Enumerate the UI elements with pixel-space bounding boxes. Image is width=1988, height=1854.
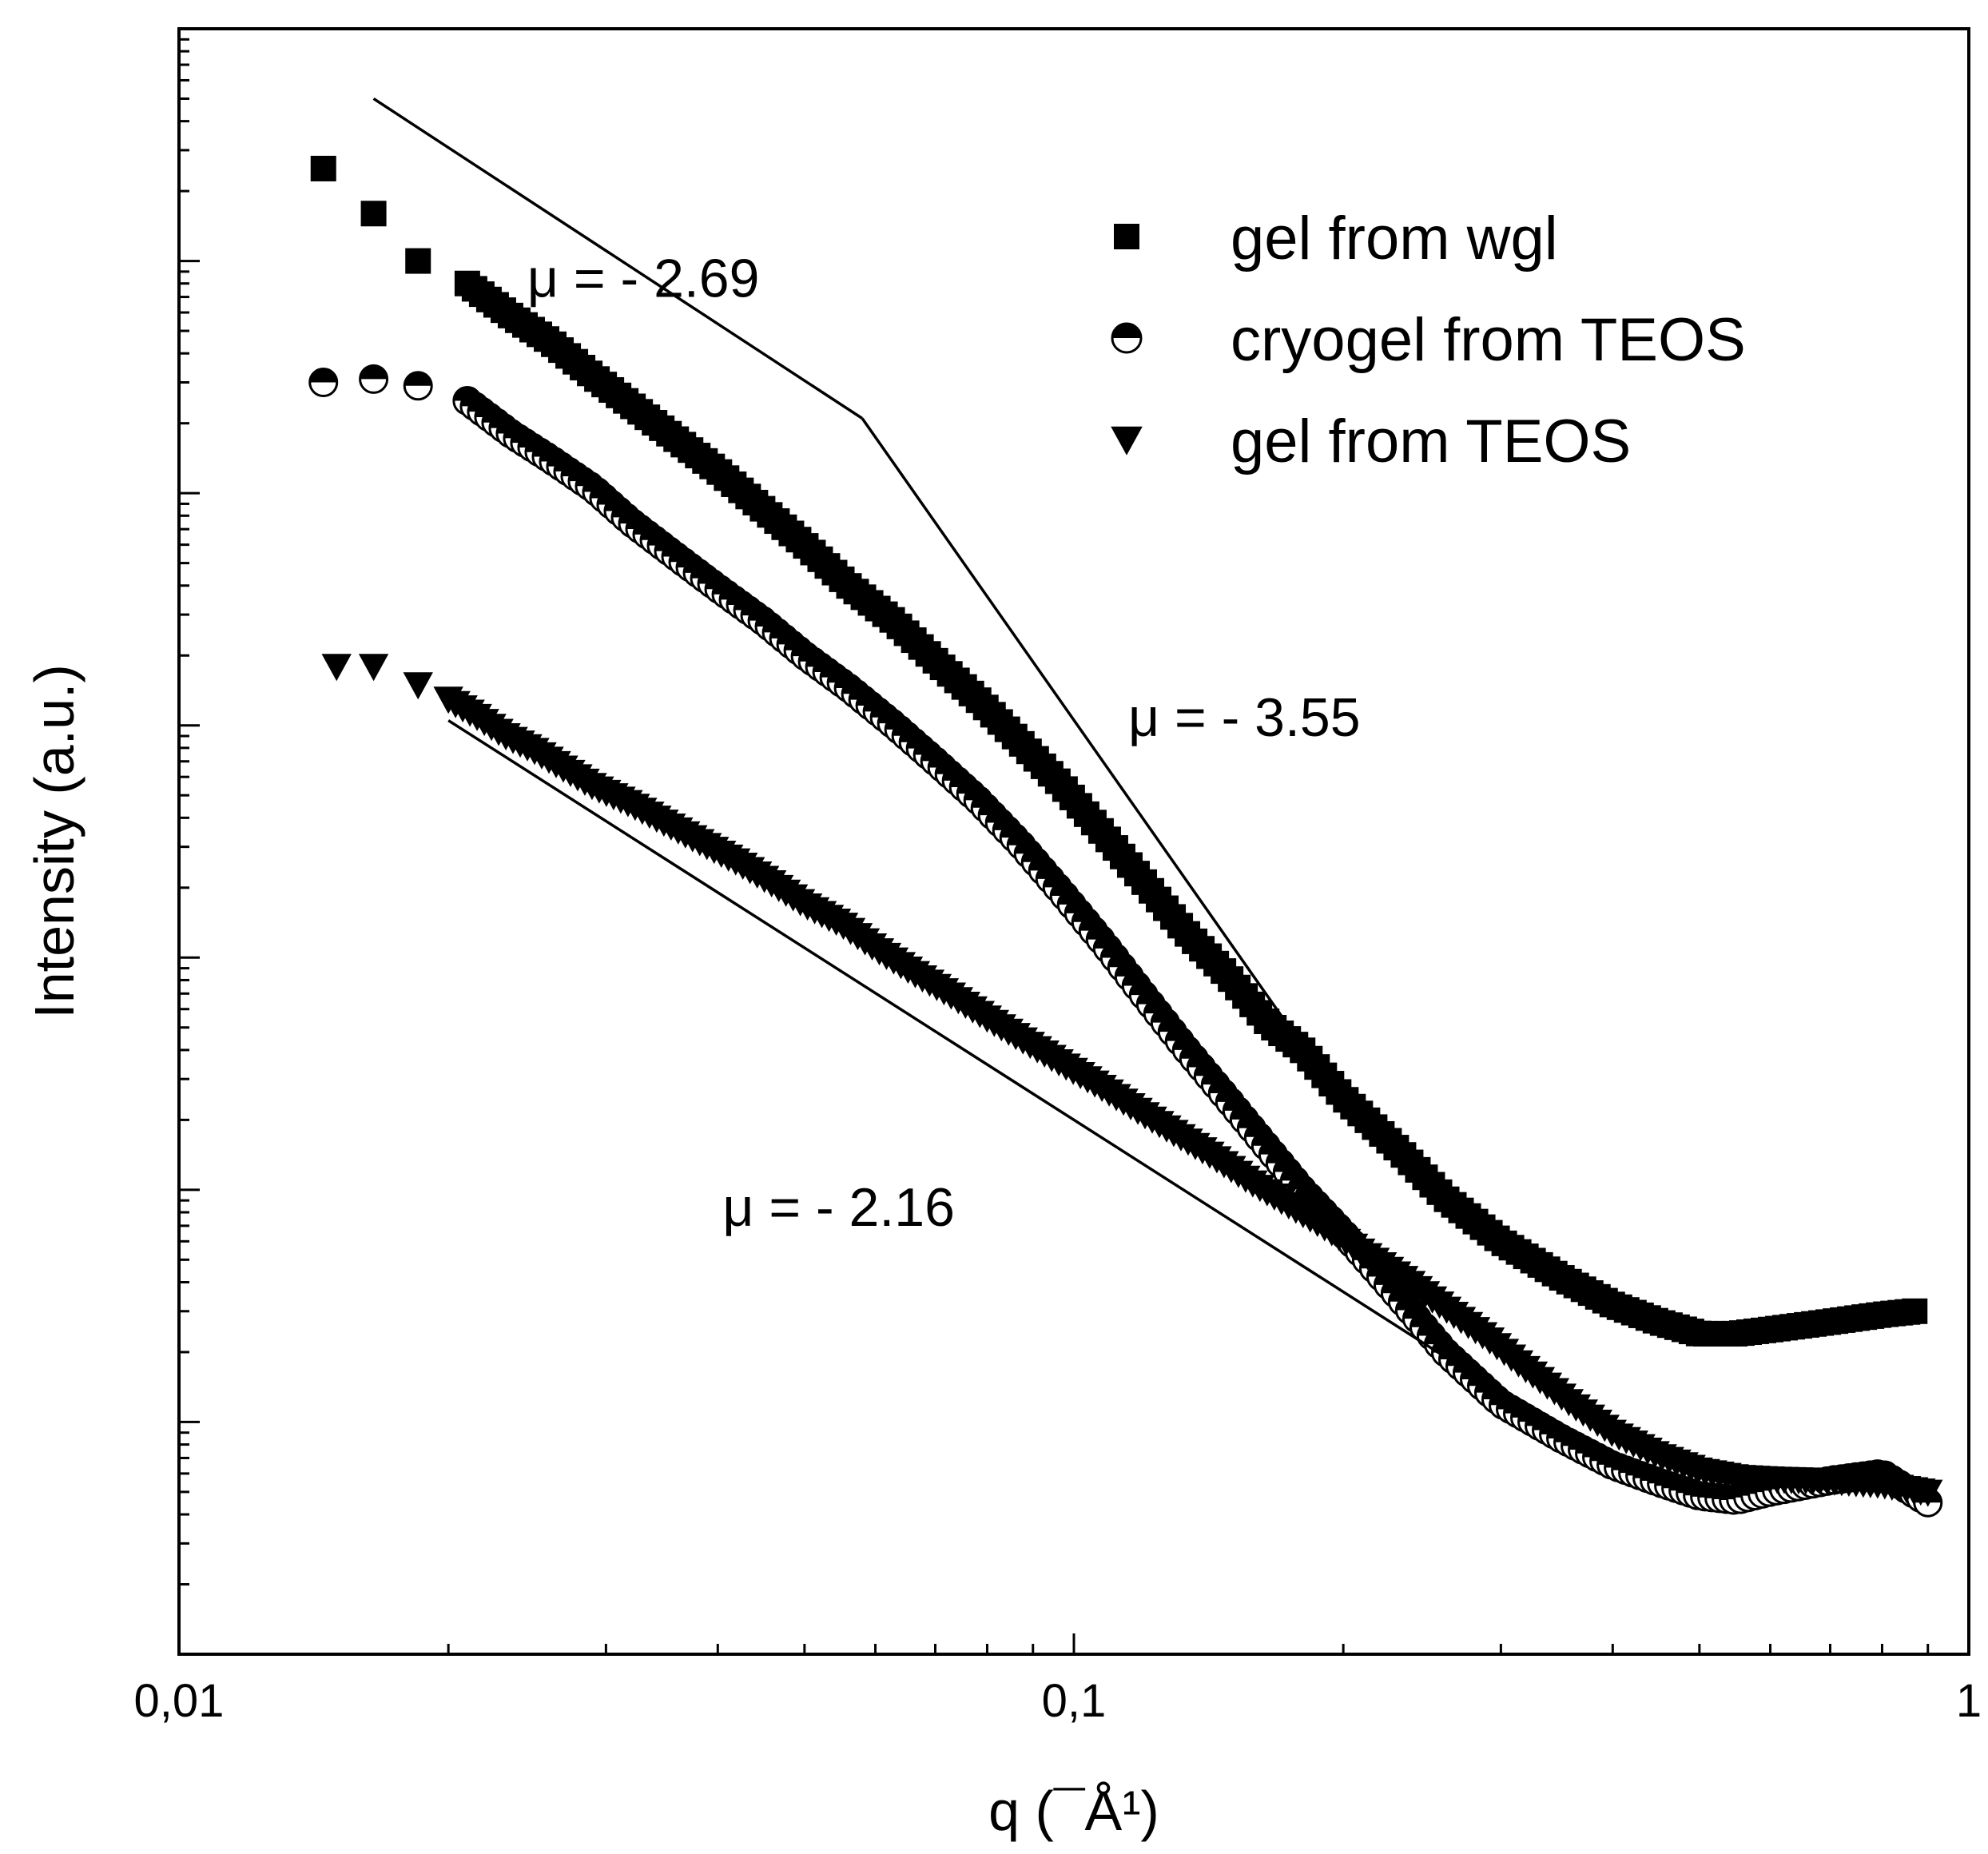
data-point xyxy=(1114,224,1139,249)
legend-label: cryogel from TEOS xyxy=(1231,306,1746,374)
legend-marker xyxy=(1111,322,1143,354)
x-axis-label: q (¯Å¹) xyxy=(988,1780,1159,1842)
fit-2.16-line xyxy=(447,719,1614,1466)
legend-entry-2: cryogel from TEOS xyxy=(1111,306,1746,374)
legend: gel from wgl cryogel from TEOS gel from TE… xyxy=(1111,205,1746,475)
mu-label-3: μ = - 2.16 xyxy=(722,1177,955,1238)
fit-2.69-line xyxy=(372,97,863,420)
x-tick-label: 1 xyxy=(1956,1675,1982,1727)
data-point xyxy=(1111,322,1143,354)
data-point xyxy=(403,371,433,401)
data-point xyxy=(359,364,389,394)
data-series xyxy=(308,155,1943,1518)
x-tick-label: 0,01 xyxy=(134,1675,225,1727)
y-axis-label: Intensity (a.u.) xyxy=(23,664,85,1019)
data-point xyxy=(358,654,389,682)
data-point xyxy=(405,248,431,274)
data-point xyxy=(1913,1479,1943,1507)
mu-label-1: μ = - 2.69 xyxy=(527,249,760,309)
plot-frame xyxy=(177,27,1970,1656)
data-point xyxy=(403,672,433,700)
fit-lines xyxy=(372,97,1614,1466)
legend-entry-1: gel from wgl xyxy=(1114,205,1558,273)
data-point xyxy=(1111,426,1143,456)
axis-ticks xyxy=(177,38,1970,1656)
x-tick-label: 0,1 xyxy=(1042,1675,1107,1727)
legend-label: gel from TEOS xyxy=(1231,408,1631,475)
data-point xyxy=(308,368,339,398)
data-point xyxy=(1902,1298,1928,1324)
legend-marker xyxy=(1114,224,1139,249)
mu-label-2: μ = - 3.55 xyxy=(1128,687,1361,748)
legend-entry-3: gel from TEOS xyxy=(1111,408,1631,475)
data-point xyxy=(310,155,336,181)
series-3 xyxy=(321,654,1943,1507)
data-point xyxy=(360,201,387,227)
fit-3.55-line xyxy=(861,417,1325,1077)
legend-marker xyxy=(1111,426,1143,456)
slope-annotations: μ = - 2.69 μ = - 3.55 μ = - 2.16 xyxy=(527,249,1361,1238)
legend-label: gel from wgl xyxy=(1231,205,1558,273)
data-point xyxy=(321,654,352,682)
axis-tick-labels: 0,01 0,1 1 xyxy=(134,1675,1982,1727)
series-1 xyxy=(310,155,1928,1347)
